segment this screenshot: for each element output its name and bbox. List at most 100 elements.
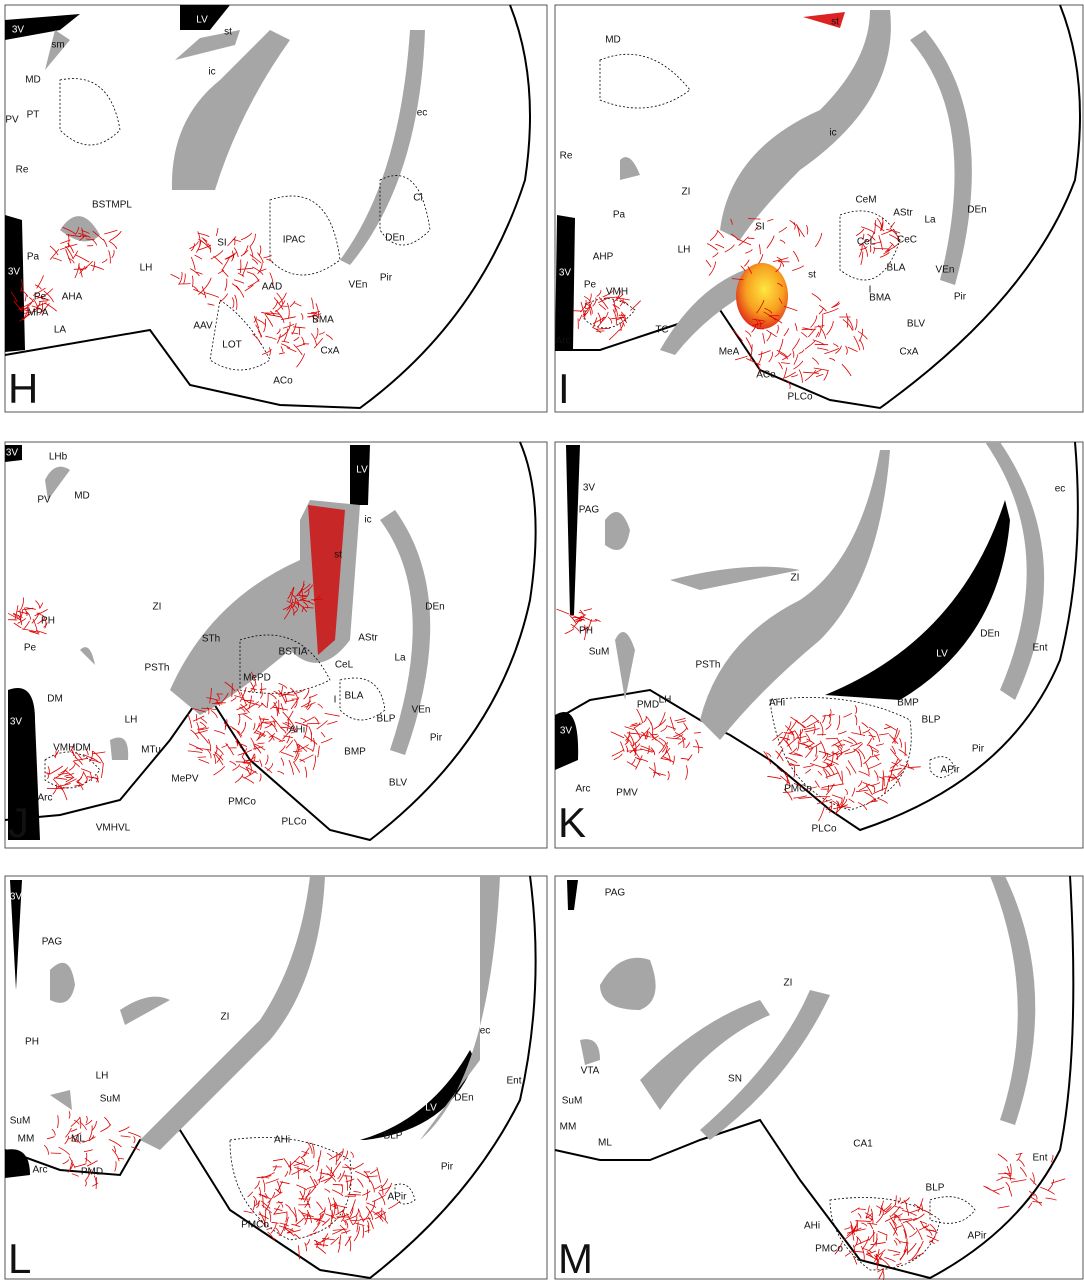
panel-letter: H xyxy=(8,365,38,412)
region-label: AHi xyxy=(769,698,785,709)
region-label: Pir xyxy=(380,273,393,284)
fiber xyxy=(293,751,302,752)
region-label: ic xyxy=(208,67,215,78)
region-label: sm xyxy=(51,40,64,51)
fiber xyxy=(212,704,222,705)
region-label: st xyxy=(831,17,839,28)
region-label: SN xyxy=(728,1074,742,1085)
region-label: Arc xyxy=(38,793,53,804)
region-label: IPAC xyxy=(283,235,306,246)
region-label: ZI xyxy=(784,978,793,989)
region-label: PT xyxy=(27,110,40,121)
region-label: ec xyxy=(1055,484,1066,495)
region-label: PSTh xyxy=(695,660,720,671)
panel-letter: M xyxy=(558,1235,593,1280)
region-label: I xyxy=(334,695,337,706)
region-label: CeL xyxy=(335,660,354,671)
region-label: LV xyxy=(936,649,948,660)
region-label: AHi xyxy=(804,1221,820,1232)
fiber xyxy=(351,1220,360,1221)
region-label: DEn xyxy=(425,602,444,613)
region-label: PMV xyxy=(616,788,638,799)
region-label: TC xyxy=(655,325,668,336)
region-label: SuM xyxy=(589,647,610,658)
region-label: LA xyxy=(54,325,67,336)
region-label: SuM xyxy=(10,1116,31,1127)
region-label: MM xyxy=(560,1122,577,1133)
region-label: CeL xyxy=(857,237,876,248)
region-label: CxA xyxy=(321,346,340,357)
region-label: Pe xyxy=(24,643,37,654)
region-label: BMA xyxy=(312,315,334,326)
region-label: MeA xyxy=(719,347,740,358)
region-label: Pir xyxy=(972,744,985,755)
region-label: 3V xyxy=(583,483,596,494)
region-label: LH xyxy=(96,1071,109,1082)
region-label: Re xyxy=(560,151,573,162)
region-label: DEn xyxy=(980,629,999,640)
region-label: ML xyxy=(598,1138,612,1149)
region-label: 3V xyxy=(8,267,21,278)
region-label: PH xyxy=(579,626,593,637)
region-label: VMHDM xyxy=(53,743,91,754)
region-label: BLP xyxy=(377,714,396,725)
region-label: AHA xyxy=(62,292,83,303)
region-label: PAG xyxy=(605,888,626,899)
region-label: MD xyxy=(74,491,90,502)
region-label: MPA xyxy=(28,308,49,319)
region-label: ACo xyxy=(273,376,293,387)
region-label: AAD xyxy=(262,282,283,293)
region-label: VMH xyxy=(606,287,628,298)
region-label: 3V xyxy=(560,726,573,737)
region-label: PAG xyxy=(579,505,600,516)
fiber xyxy=(757,329,764,330)
region-label: Cl xyxy=(413,193,422,204)
region-label: MTu xyxy=(141,745,161,756)
region-label: Arc xyxy=(556,336,571,347)
fiber xyxy=(802,329,817,330)
region-label: DM xyxy=(47,694,63,705)
region-label: LH xyxy=(140,263,153,274)
region-label: LV xyxy=(196,15,208,26)
region-label: MM xyxy=(18,1134,35,1145)
region-label: BMP xyxy=(344,747,366,758)
region-label: PLCo xyxy=(281,817,306,828)
region-label: ZI xyxy=(791,573,800,584)
region-label: AStr xyxy=(893,208,913,219)
region-label: Ent xyxy=(1032,643,1047,654)
region-label: Pir xyxy=(441,1162,454,1173)
region-label: La xyxy=(924,215,936,226)
panel-letter: I xyxy=(558,365,570,412)
region-label: BLV xyxy=(907,319,925,330)
region-label: PV xyxy=(5,115,19,126)
region-label: DEn xyxy=(454,1093,473,1104)
region-label: CeM xyxy=(855,195,876,206)
region-label: PMCo xyxy=(784,784,812,795)
region-label: LH xyxy=(125,715,138,726)
region-label: st xyxy=(808,270,816,281)
panel-frame xyxy=(555,876,1083,1279)
panel-frame xyxy=(5,5,547,412)
region-label: ZI xyxy=(221,1012,230,1023)
region-label: SuM xyxy=(562,1096,583,1107)
region-label: ic xyxy=(364,515,371,526)
region-label: VEn xyxy=(412,705,431,716)
region-label: PH xyxy=(25,1037,39,1048)
region-label: BLA xyxy=(887,263,906,274)
fiber xyxy=(596,331,604,332)
region-label: st xyxy=(334,550,342,561)
region-label: LV xyxy=(356,465,368,476)
region-label: 3V xyxy=(10,892,23,903)
region-label: Re xyxy=(16,165,29,176)
region-label: st xyxy=(224,27,232,38)
region-label: ZI xyxy=(682,187,691,198)
panel-letter: L xyxy=(8,1235,31,1280)
region-label: MD xyxy=(25,75,41,86)
fiber xyxy=(96,1177,97,1189)
region-label: PLCo xyxy=(811,824,836,835)
region-label: BLP xyxy=(384,1131,403,1142)
region-label: La xyxy=(394,653,406,664)
region-label: APir xyxy=(388,1192,408,1203)
figure: H3VsmLVsticMDPTPVReecClBSTMPLSIIPACDEnPa… xyxy=(0,0,1084,1280)
region-label: Pe xyxy=(584,280,597,291)
